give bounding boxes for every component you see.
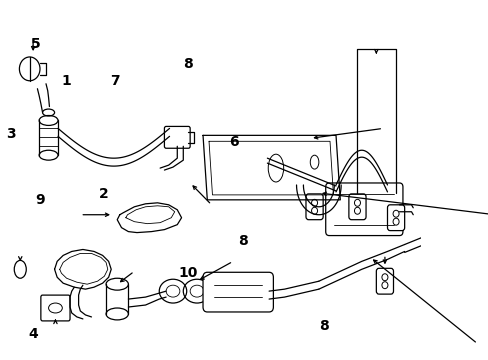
Text: 2: 2: [99, 187, 109, 201]
Text: 3: 3: [6, 127, 16, 140]
FancyBboxPatch shape: [203, 272, 273, 312]
FancyBboxPatch shape: [376, 268, 393, 294]
Text: 8: 8: [319, 319, 328, 333]
Text: 10: 10: [178, 266, 197, 280]
Text: 6: 6: [229, 135, 239, 149]
FancyBboxPatch shape: [386, 205, 404, 231]
Text: 9: 9: [35, 193, 45, 207]
Text: 4: 4: [28, 327, 38, 341]
Text: 5: 5: [31, 37, 41, 50]
FancyBboxPatch shape: [41, 295, 70, 321]
Text: 8: 8: [183, 57, 193, 71]
FancyBboxPatch shape: [305, 194, 323, 220]
FancyBboxPatch shape: [325, 183, 402, 235]
Text: 1: 1: [61, 74, 71, 88]
Text: 8: 8: [237, 234, 247, 248]
FancyBboxPatch shape: [348, 194, 366, 220]
FancyBboxPatch shape: [164, 126, 190, 148]
Text: 7: 7: [110, 74, 119, 88]
